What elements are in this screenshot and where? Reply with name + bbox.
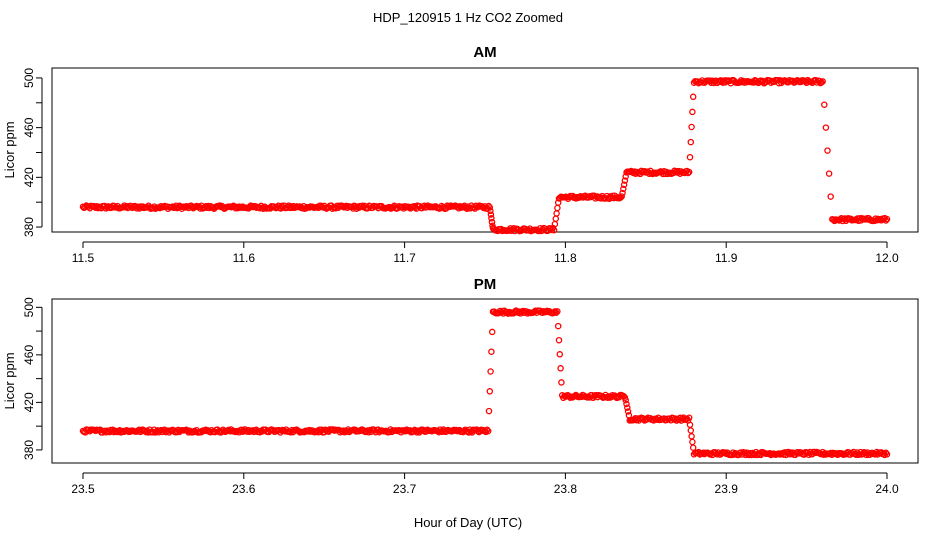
am-data-point: [488, 215, 495, 222]
am-data-point: [618, 193, 625, 200]
am-data-point: [487, 207, 494, 215]
pm-x-tick-label: 23.7: [393, 482, 417, 496]
pm-y-axis: 380 420 460 500: [22, 297, 43, 460]
pm-data-point: [487, 368, 494, 375]
am-data-point: [882, 217, 890, 224]
am-x-tick-label: 11.8: [554, 251, 577, 265]
am-x-tick-label: 11.5: [72, 251, 95, 265]
pm-y-tick-label: 420: [22, 392, 36, 412]
pm-y-tick-label: 500: [22, 297, 36, 317]
pm-data-point: [551, 308, 559, 315]
am-data-point: [489, 222, 496, 230]
pm-data-point: [556, 351, 564, 358]
am-data-point: [689, 93, 697, 101]
am-data-point: [685, 168, 693, 176]
am-data-point: [684, 169, 692, 177]
am-data-point: [818, 79, 825, 86]
pm-data-point: [488, 348, 495, 355]
pm-data-point: [485, 407, 493, 415]
am-data-point: [621, 177, 629, 184]
am-data-point: [620, 181, 628, 189]
am-data-point: [825, 170, 833, 177]
pm-x-tick-label: 23.6: [232, 482, 256, 496]
figure-title: HDP_120915 1 Hz CO2 Zoomed: [373, 10, 563, 25]
figure-x-axis-label: Hour of Day (UTC): [414, 515, 522, 530]
am-y-tick-label: 500: [22, 68, 36, 88]
pm-y-tick-label: 460: [22, 345, 36, 365]
am-data-point: [486, 204, 494, 211]
am-x-axis: 11.5 11.6 11.7 11.8 11.9 12.0: [72, 241, 899, 265]
pm-x-tick-label: 23.8: [554, 482, 578, 496]
am-data-point: [821, 101, 828, 108]
pm-x-tick-label: 23.5: [71, 482, 95, 496]
am-data-points: [79, 76, 891, 235]
am-data-point: [687, 138, 695, 146]
am-data-point: [819, 78, 826, 85]
pm-data-point: [484, 427, 492, 435]
pm-data-points: [79, 307, 891, 459]
pm-x-tick-label: 23.9: [715, 482, 739, 496]
pm-data-point: [488, 328, 496, 336]
pm-data-point: [624, 404, 631, 411]
am-panel-title: AM: [473, 44, 496, 61]
pm-data-point: [486, 388, 494, 395]
pm-data-point: [552, 309, 560, 316]
pm-data-point: [688, 433, 695, 440]
pm-y-tick-label: 380: [22, 440, 36, 460]
am-y-axis-label: Licor ppm: [2, 121, 17, 178]
am-data-point: [622, 173, 629, 180]
am-x-tick-label: 11.7: [393, 251, 416, 265]
am-data-point: [487, 211, 495, 218]
pm-data-point: [689, 444, 697, 451]
pm-data-point: [554, 308, 561, 315]
am-plot-frame: [51, 67, 919, 233]
pm-data-point: [625, 412, 633, 419]
pm-x-axis: 23.5 23.6 23.7 23.8 23.9 24.0: [71, 472, 899, 496]
am-data-point: [688, 123, 695, 131]
pm-y-axis-label: Licor ppm: [2, 352, 17, 409]
am-y-axis: 380 420 460 500: [22, 68, 43, 237]
am-data-point: [827, 193, 834, 200]
pm-panel-title: PM: [474, 276, 497, 293]
am-panel: AM Licor ppm 11.5 11.6 11.7 11.8 11.9 12.0 38…: [2, 44, 919, 265]
pm-data-point: [622, 396, 629, 404]
pm-data-point: [558, 379, 565, 386]
am-data-point: [619, 189, 626, 197]
am-data-point: [554, 204, 561, 212]
pm-data-point: [555, 336, 563, 344]
am-x-tick-label: 11.6: [233, 251, 256, 265]
am-data-point: [822, 124, 830, 131]
am-data-point: [686, 153, 694, 161]
am-data-point: [620, 185, 627, 193]
pm-data-point: [883, 451, 891, 458]
pm-data-point: [685, 414, 693, 421]
am-data-point: [553, 210, 560, 217]
pm-plot-frame: [51, 298, 919, 464]
pm-data-point: [624, 408, 632, 415]
am-data-point: [824, 147, 831, 154]
pm-data-point: [554, 322, 562, 330]
am-x-tick-label: 11.9: [715, 251, 738, 265]
pm-x-tick-label: 24.0: [875, 482, 899, 496]
am-data-point: [552, 215, 560, 222]
pm-data-point: [483, 426, 491, 434]
pm-data-point: [623, 400, 630, 408]
pm-data-point: [687, 427, 695, 434]
pm-panel: PM Licor ppm 23.5 23.6 23.7 23.8 23.9 24.0 38…: [2, 276, 919, 496]
am-data-point: [883, 215, 891, 223]
am-x-tick-label: 12.0: [875, 251, 899, 265]
pm-data-point: [557, 365, 564, 372]
am-data-point: [488, 218, 496, 226]
am-data-point: [550, 226, 558, 234]
am-data-point: [689, 108, 696, 116]
pm-data-point: [689, 438, 696, 446]
am-data-point: [554, 199, 562, 206]
am-y-tick-label: 460: [22, 117, 36, 137]
am-y-tick-label: 380: [22, 217, 36, 237]
am-y-tick-label: 420: [22, 167, 36, 187]
